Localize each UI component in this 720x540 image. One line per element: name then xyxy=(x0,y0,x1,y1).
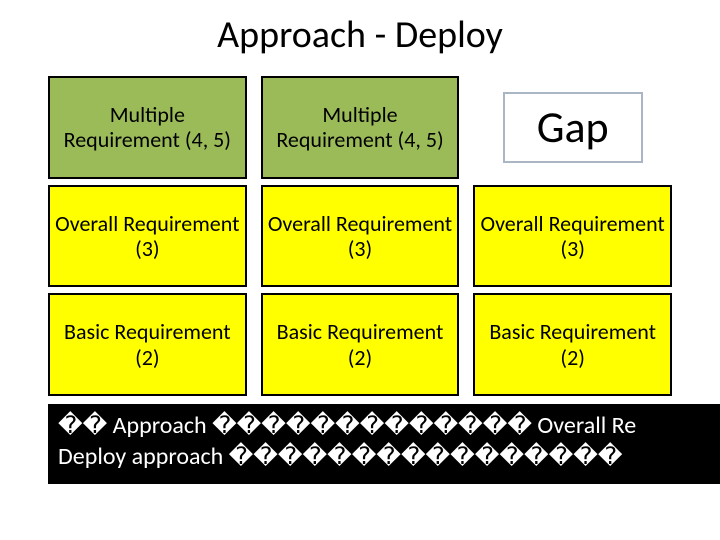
slide: Approach - Deploy Multiple Requirement (… xyxy=(0,0,720,540)
gap-label: Gap xyxy=(503,92,643,163)
grid-cell-r1c0: Overall Requirement (3) xyxy=(48,185,247,288)
footer-line2: Deploy approach ���������������� xyxy=(58,442,622,471)
grid-cell-r0c1: Multiple Requirement (4, 5) xyxy=(261,76,460,179)
grid-cell-r2c2: Basic Requirement (2) xyxy=(473,293,672,396)
grid-cell-r0c0: Multiple Requirement (4, 5) xyxy=(48,76,247,179)
grid-cell-r1c1: Overall Requirement (3) xyxy=(261,185,460,288)
footer-line1: �� Approach ������������� Overall Re xyxy=(58,411,636,440)
grid-cell-r1c2: Overall Requirement (3) xyxy=(473,185,672,288)
grid-cell-gap: Gap xyxy=(473,76,672,179)
footer-blackbar: �� Approach ������������� Overall Re Dep… xyxy=(48,404,720,484)
grid-cell-r2c0: Basic Requirement (2) xyxy=(48,293,247,396)
grid-cell-r2c1: Basic Requirement (2) xyxy=(261,293,460,396)
requirement-grid: Multiple Requirement (4, 5) Multiple Req… xyxy=(48,76,672,396)
slide-title: Approach - Deploy xyxy=(48,12,672,58)
